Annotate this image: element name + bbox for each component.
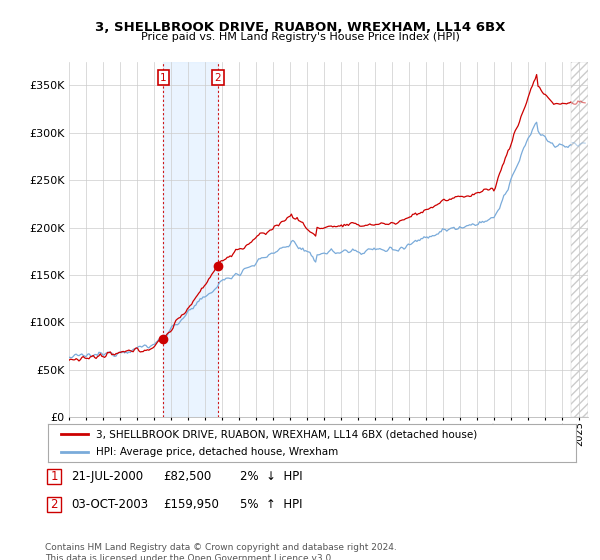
Text: 1: 1 [50, 470, 58, 483]
Text: 2%  ↓  HPI: 2% ↓ HPI [240, 470, 302, 483]
Text: 3, SHELLBROOK DRIVE, RUABON, WREXHAM, LL14 6BX (detached house): 3, SHELLBROOK DRIVE, RUABON, WREXHAM, LL… [95, 429, 477, 439]
Text: £82,500: £82,500 [163, 470, 211, 483]
Text: Contains HM Land Registry data © Crown copyright and database right 2024.
This d: Contains HM Land Registry data © Crown c… [45, 543, 397, 560]
Bar [163, 62, 218, 417]
Bar [571, 62, 588, 417]
Text: 1: 1 [160, 73, 167, 83]
Text: 21-JUL-2000: 21-JUL-2000 [71, 470, 143, 483]
Text: 3, SHELLBROOK DRIVE, RUABON, WREXHAM, LL14 6BX: 3, SHELLBROOK DRIVE, RUABON, WREXHAM, LL… [95, 21, 505, 34]
Text: 2: 2 [215, 73, 221, 83]
Text: Price paid vs. HM Land Registry's House Price Index (HPI): Price paid vs. HM Land Registry's House … [140, 32, 460, 43]
Text: £159,950: £159,950 [163, 498, 219, 511]
Text: 5%  ↑  HPI: 5% ↑ HPI [240, 498, 302, 511]
Text: HPI: Average price, detached house, Wrexham: HPI: Average price, detached house, Wrex… [95, 447, 338, 458]
Text: 2: 2 [50, 498, 58, 511]
Text: 03-OCT-2003: 03-OCT-2003 [71, 498, 148, 511]
